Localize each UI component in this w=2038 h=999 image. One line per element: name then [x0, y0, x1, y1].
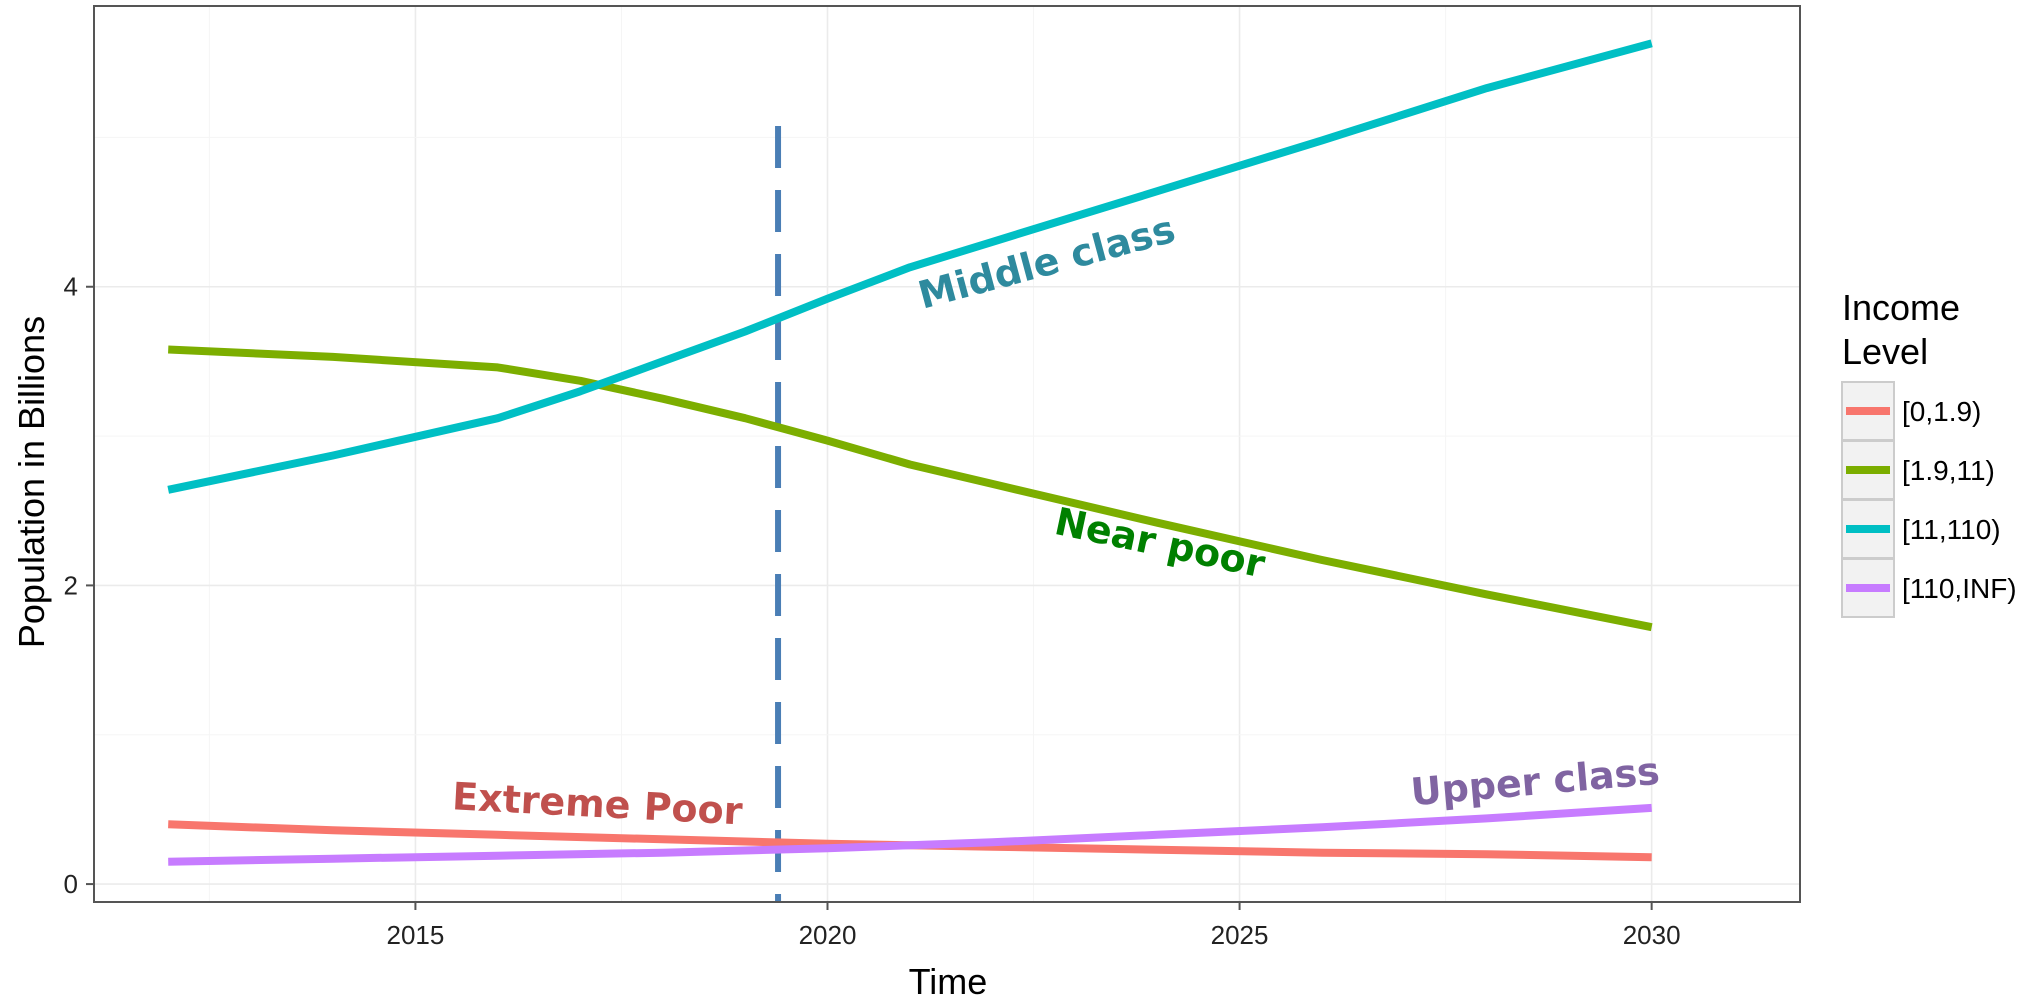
legend-title-line-2: Level — [1842, 331, 1928, 372]
series-line-0 — [168, 820, 1652, 862]
x-tick-label: 2030 — [1623, 920, 1681, 950]
x-tick-label: 2015 — [386, 920, 444, 950]
series-line-1 — [168, 345, 1653, 632]
y-tick-label: 2 — [64, 570, 78, 600]
grid-lines — [94, 6, 1800, 902]
legend-label: [110,INF) — [1902, 573, 2017, 604]
y-axis-ticks: 0 2 4 — [64, 272, 94, 899]
annotation-label-3: Upper class — [1409, 749, 1661, 815]
legend-label: [1.9,11) — [1902, 455, 1995, 486]
x-axis-ticks: 2015 2020 2025 2030 — [386, 902, 1681, 950]
series-line-2 — [167, 39, 1653, 494]
y-tick-label: 4 — [64, 272, 78, 302]
legend-items: [0,1.9) [1.9,11) [11,110) [110,INF) — [1841, 381, 2017, 618]
x-axis-title: Time — [909, 961, 988, 999]
plot-panel-border — [93, 5, 1801, 903]
x-tick-label: 2020 — [799, 920, 857, 950]
legend-label: [11,110) — [1902, 514, 2001, 545]
annotation-label-1: Near poor — [1051, 499, 1269, 586]
legend: Income Level [0,1.9) [1.9,11) [11,110) [110… — [1841, 287, 2017, 618]
legend-label: [0,1.9) — [1902, 396, 1981, 427]
series-line-3 — [168, 803, 1652, 866]
y-axis-title: Population in Billions — [11, 316, 52, 648]
x-tick-label: 2025 — [1211, 920, 1269, 950]
series-lines — [167, 39, 1653, 866]
legend-title-line-1: Income — [1842, 287, 1960, 328]
y-tick-label: 0 — [64, 869, 78, 899]
annotation-label-2: Extreme Poor — [451, 774, 744, 833]
